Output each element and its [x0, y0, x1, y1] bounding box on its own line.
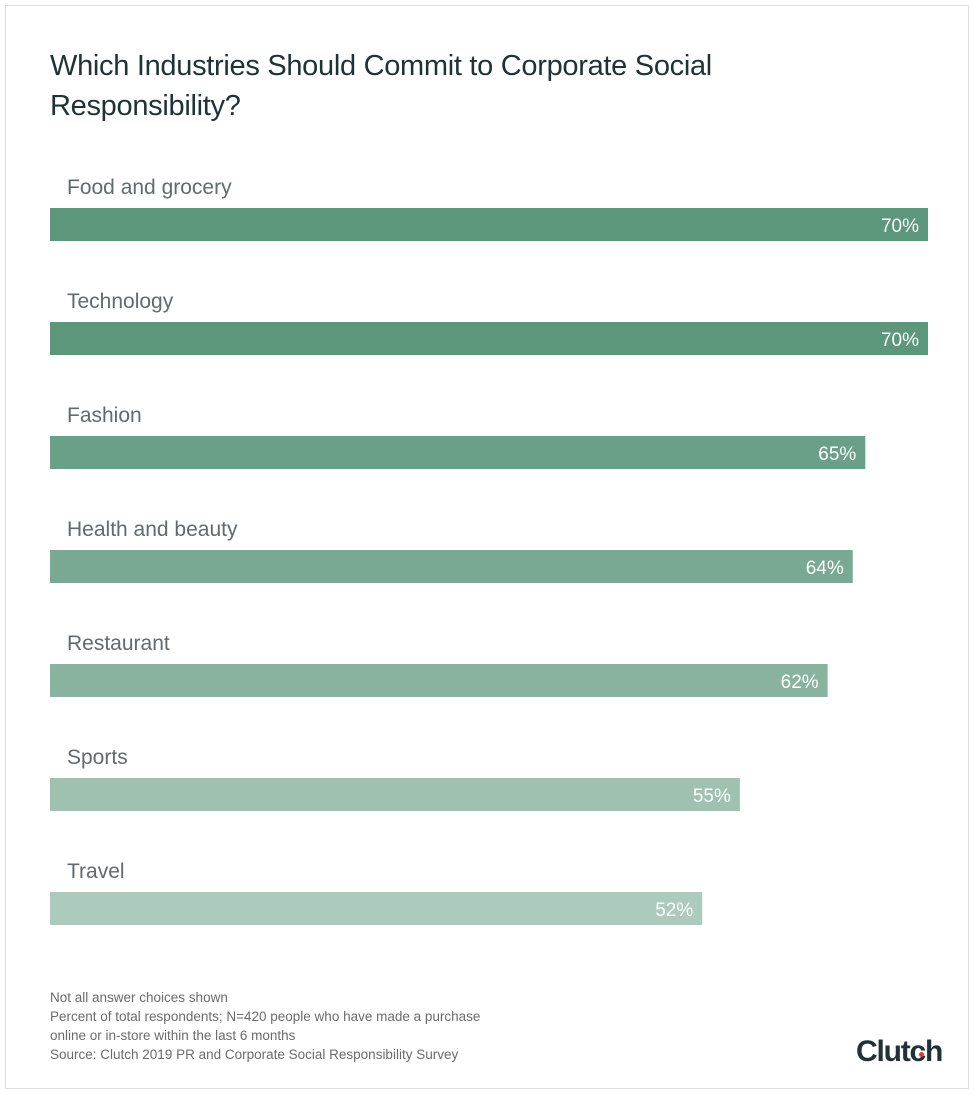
bar [50, 550, 853, 583]
bar [50, 778, 740, 811]
value-label: 62% [781, 672, 819, 693]
note-line: Percent of total respondents; N=420 peop… [50, 1009, 481, 1024]
bar [50, 436, 866, 469]
clutch-logo: Clutch [856, 1035, 943, 1069]
value-label: 64% [806, 558, 844, 579]
bar [50, 664, 828, 697]
note-line: Not all answer choices shown [50, 990, 228, 1005]
note-line: Source: Clutch 2019 PR and Corporate Soc… [50, 1047, 459, 1062]
category-label: Sports [67, 746, 128, 769]
bar [50, 322, 928, 355]
chart-card [5, 5, 969, 1089]
bar-chart: Food and grocery 70% Technology 70% Fashion 6… [50, 176, 928, 925]
bar [50, 892, 703, 925]
note-line: online or in-store within the last 6 mon… [50, 1028, 296, 1043]
value-label: 70% [881, 330, 919, 351]
category-label: Restaurant [67, 632, 170, 655]
category-label: Technology [67, 290, 174, 313]
category-label: Health and beauty [67, 518, 238, 541]
logo-text: Clutch [856, 1035, 943, 1068]
bar [50, 208, 928, 241]
value-label: 55% [693, 786, 731, 807]
value-label: 52% [655, 900, 693, 921]
category-label: Travel [67, 860, 125, 883]
logo-dot [919, 1052, 924, 1057]
chart-notes: Not all answer choices shown Percent of … [50, 988, 480, 1064]
category-label: Food and grocery [67, 176, 232, 199]
category-label: Fashion [67, 404, 142, 427]
value-label: 65% [818, 444, 856, 465]
chart-title: Which Industries Should Commit to Corpor… [50, 50, 712, 122]
value-label: 70% [881, 216, 919, 237]
